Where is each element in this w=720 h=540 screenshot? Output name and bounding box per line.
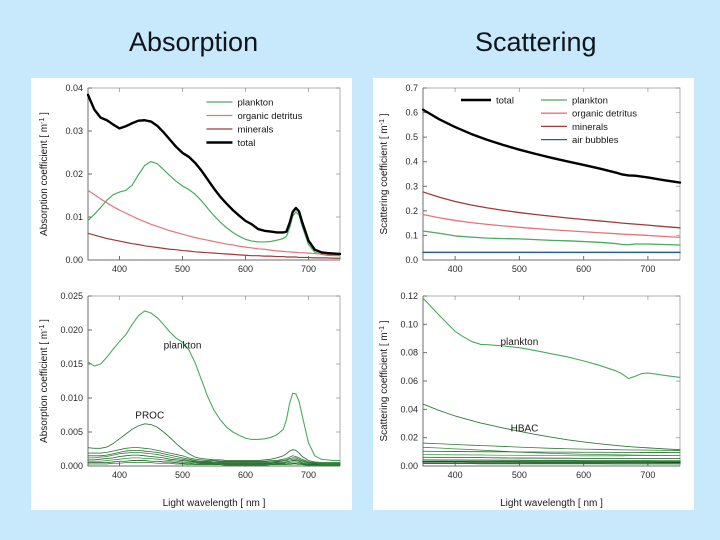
svg-text:0.02: 0.02 bbox=[400, 433, 418, 443]
svg-text:0.10: 0.10 bbox=[400, 319, 418, 329]
svg-text:minerals: minerals bbox=[237, 124, 273, 135]
chart-absorption-total: 0.00 0.01 0.02 0.03 0.04 400 500 600 700 Absorpti… bbox=[31, 78, 352, 284]
svg-text:organic detritus: organic detritus bbox=[572, 109, 637, 120]
chart-scattering-plankton-detail: 0.00 0.02 0.04 0.06 0.08 0.10 0.12 400 500 600 700… bbox=[373, 284, 694, 510]
svg-text:500: 500 bbox=[512, 264, 527, 274]
svg-text:400: 400 bbox=[112, 470, 127, 480]
svg-text:600: 600 bbox=[238, 470, 253, 480]
svg-text:0.3: 0.3 bbox=[405, 181, 418, 191]
page-title-scattering: Scattering bbox=[475, 27, 597, 57]
svg-text:Absorption coefficient [ m-1: Absorption coefficient [ m-1 ] bbox=[39, 319, 51, 443]
svg-text:0.00: 0.00 bbox=[400, 461, 418, 471]
svg-text:0.015: 0.015 bbox=[60, 359, 83, 369]
svg-text:plankton: plankton bbox=[237, 97, 273, 108]
svg-text:0.03: 0.03 bbox=[65, 126, 83, 136]
svg-text:0.7: 0.7 bbox=[405, 83, 418, 93]
svg-text:0.04: 0.04 bbox=[400, 404, 418, 414]
svg-text:0.025: 0.025 bbox=[60, 291, 83, 301]
svg-text:0.06: 0.06 bbox=[400, 376, 418, 386]
svg-text:Scattering coefficient [ m-1: Scattering coefficient [ m-1 ] bbox=[379, 113, 391, 234]
svg-text:0.1: 0.1 bbox=[405, 230, 418, 240]
svg-text:PROC: PROC bbox=[135, 410, 164, 421]
svg-text:500: 500 bbox=[512, 470, 527, 480]
svg-text:0.020: 0.020 bbox=[60, 325, 83, 335]
svg-text:0.5: 0.5 bbox=[405, 132, 418, 142]
svg-text:700: 700 bbox=[301, 264, 316, 274]
svg-text:400: 400 bbox=[448, 470, 463, 480]
svg-text:plankton: plankton bbox=[572, 95, 608, 106]
svg-text:600: 600 bbox=[576, 470, 591, 480]
svg-text:0.01: 0.01 bbox=[65, 212, 83, 222]
svg-text:0.0: 0.0 bbox=[405, 255, 418, 265]
svg-text:0.04: 0.04 bbox=[65, 83, 83, 93]
svg-text:HBAC: HBAC bbox=[511, 423, 539, 434]
svg-text:700: 700 bbox=[640, 264, 655, 274]
page-title-absorption: Absorption bbox=[129, 27, 259, 57]
svg-text:700: 700 bbox=[640, 470, 655, 480]
svg-text:0.010: 0.010 bbox=[60, 393, 83, 403]
svg-text:total: total bbox=[237, 138, 255, 149]
svg-text:Absorption coefficient [ m-1: Absorption coefficient [ m-1 ] bbox=[39, 112, 51, 236]
svg-text:0.005: 0.005 bbox=[60, 427, 83, 437]
svg-text:air bubbles: air bubbles bbox=[572, 135, 619, 146]
scattering-figure-panel: 0.0 0.1 0.2 0.3 0.4 0.5 0.6 0.7 400 500 600 700 Scat… bbox=[373, 78, 694, 510]
svg-text:600: 600 bbox=[576, 264, 591, 274]
svg-text:700: 700 bbox=[301, 470, 316, 480]
svg-text:total: total bbox=[496, 95, 514, 106]
svg-text:500: 500 bbox=[175, 264, 190, 274]
svg-text:0.08: 0.08 bbox=[400, 348, 418, 358]
svg-text:400: 400 bbox=[448, 264, 463, 274]
svg-text:0.00: 0.00 bbox=[65, 255, 83, 265]
svg-text:organic detritus: organic detritus bbox=[237, 111, 302, 122]
svg-text:600: 600 bbox=[238, 264, 253, 274]
svg-text:minerals: minerals bbox=[572, 122, 608, 133]
chart-absorption-plankton-detail: 0.000 0.005 0.010 0.015 0.020 0.025 400 500 600 7… bbox=[31, 284, 352, 510]
svg-text:0.6: 0.6 bbox=[405, 108, 418, 118]
svg-text:Light wavelength [ nm ]: Light wavelength [ nm ] bbox=[500, 498, 603, 509]
svg-text:plankton: plankton bbox=[500, 337, 538, 348]
svg-text:0.000: 0.000 bbox=[60, 461, 83, 471]
svg-text:Light wavelength [ nm ]: Light wavelength [ nm ] bbox=[163, 498, 266, 509]
svg-text:0.2: 0.2 bbox=[405, 206, 418, 216]
chart-scattering-total: 0.0 0.1 0.2 0.3 0.4 0.5 0.6 0.7 400 500 600 700 Scat… bbox=[373, 78, 694, 284]
svg-text:500: 500 bbox=[175, 470, 190, 480]
svg-text:plankton: plankton bbox=[164, 340, 202, 351]
svg-text:0.4: 0.4 bbox=[405, 157, 418, 167]
svg-text:400: 400 bbox=[112, 264, 127, 274]
svg-text:0.12: 0.12 bbox=[400, 291, 418, 301]
svg-text:0.02: 0.02 bbox=[65, 169, 83, 179]
absorption-figure-panel: 0.00 0.01 0.02 0.03 0.04 400 500 600 700 Absorpti… bbox=[31, 78, 352, 510]
svg-text:Scattering coefficient [ m-1: Scattering coefficient [ m-1 ] bbox=[379, 320, 391, 441]
